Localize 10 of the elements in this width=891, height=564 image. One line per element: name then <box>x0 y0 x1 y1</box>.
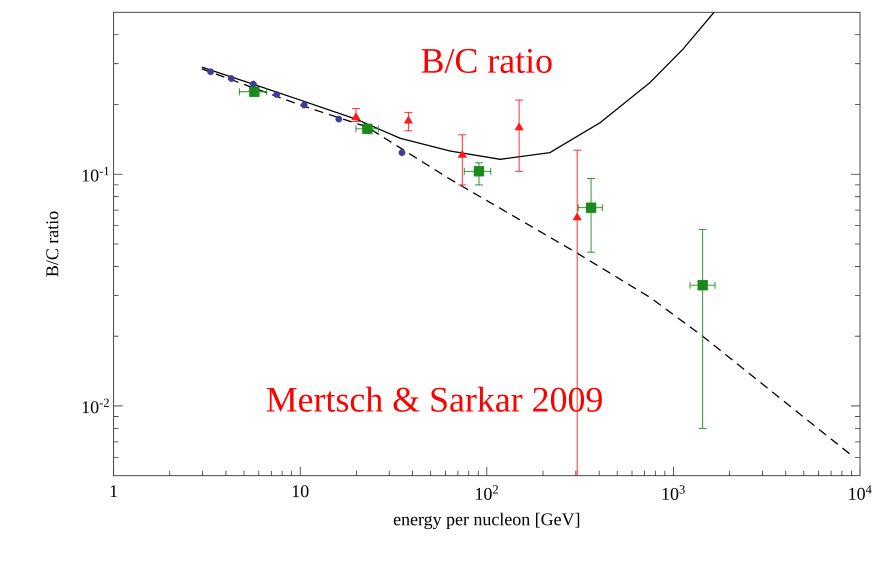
y-tick-label: 10$^{-2}$ <box>82 398 109 414</box>
x-tick-label: 10 <box>292 485 308 498</box>
y-tick-label: 10$^{-1}$ <box>82 166 109 182</box>
x-axis-title: energy per nucleon [GeV] <box>394 512 580 530</box>
text: B/C ratio <box>422 48 552 73</box>
x-tick-label: 10$^{4}$ <box>849 485 872 500</box>
x-tick-label: 10$^{3}$ <box>662 485 685 500</box>
x-tick-label: 10$^{2}$ <box>476 485 498 500</box>
x-tick-label: 1 <box>110 485 118 498</box>
y-axis-title: B/C ratio <box>46 212 58 277</box>
